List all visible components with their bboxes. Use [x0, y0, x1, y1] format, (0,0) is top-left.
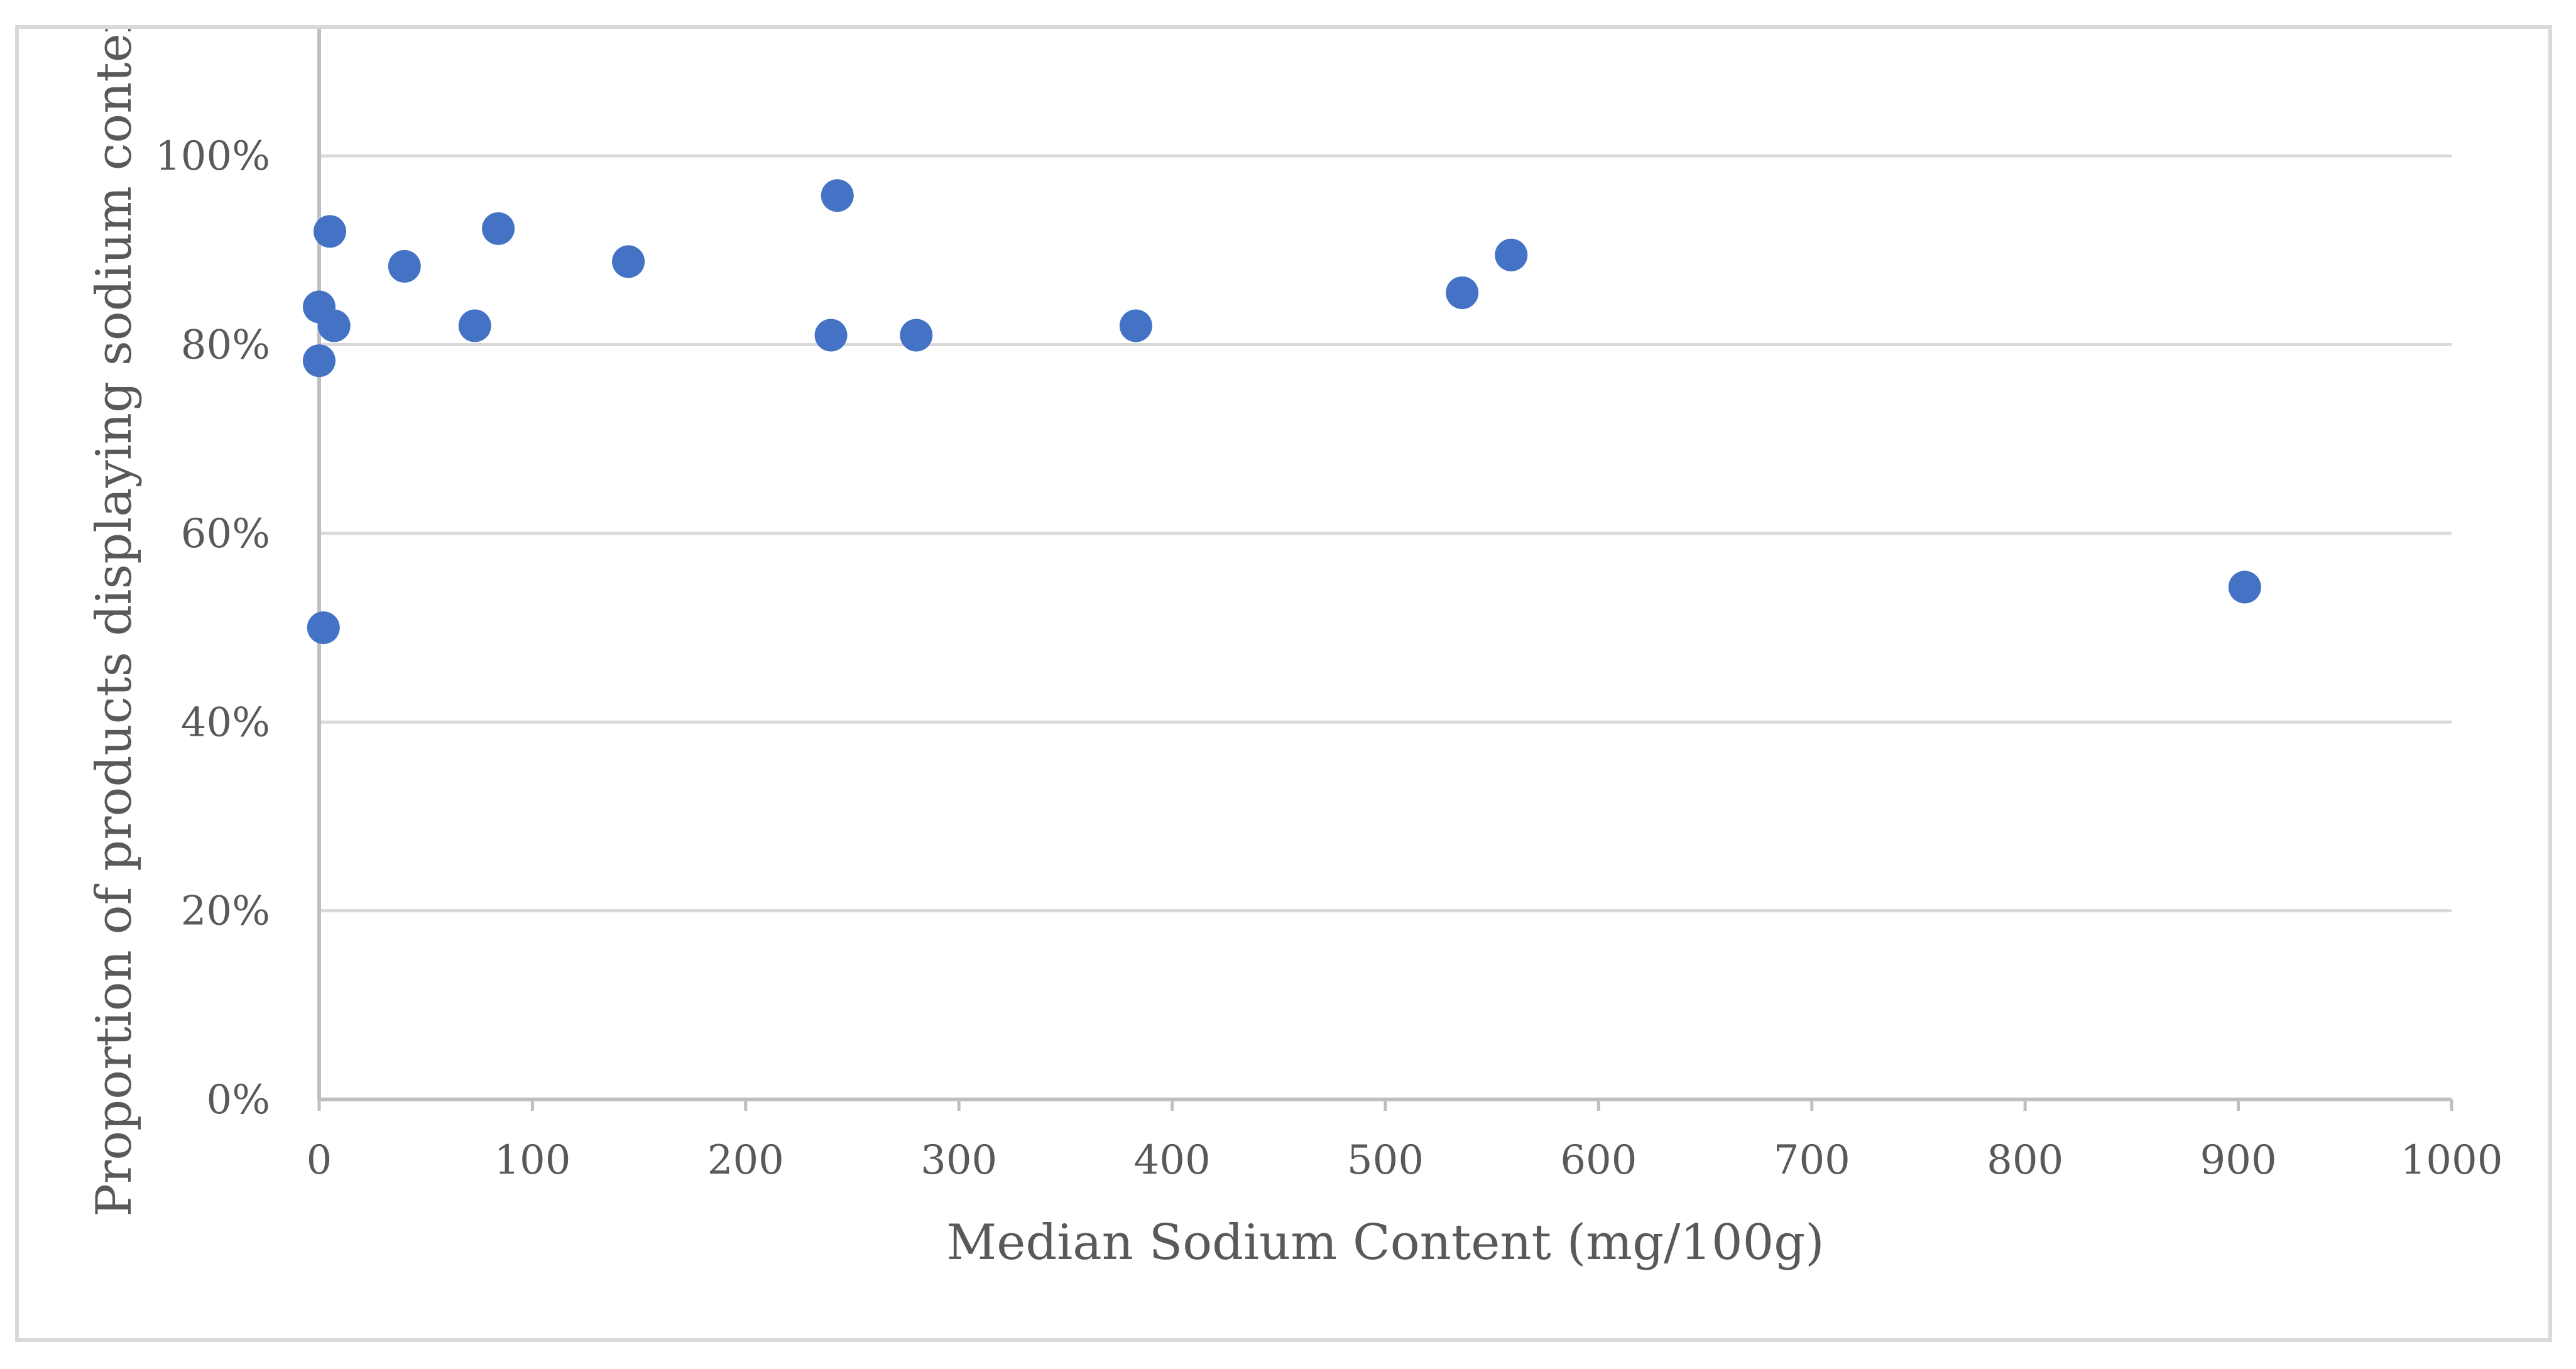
x-tick-label: 500: [1347, 1137, 1424, 1184]
data-point: [458, 309, 491, 342]
data-point: [303, 344, 336, 378]
scatter-chart: 0 100 200 300 400 500 600 700 800 900 1000 0% 20% 40…: [86, 29, 2503, 1271]
y-tick-labels: 0% 20% 40% 60% 80% 100%: [155, 133, 270, 1123]
data-point: [482, 212, 515, 245]
y-tick-label: 20%: [181, 888, 270, 935]
x-tick-label: 200: [707, 1137, 784, 1184]
y-tick-label: 40%: [181, 699, 270, 746]
x-axis-title: Median Sodium Content (mg/100g): [946, 1214, 1824, 1271]
x-tick-label: 700: [1774, 1137, 1850, 1184]
axes: [317, 29, 2453, 1111]
y-tick-label: 80%: [181, 322, 270, 369]
x-tick-label: 100: [494, 1137, 570, 1184]
y-tick-label: 100%: [155, 133, 270, 180]
y-axis-title: Proportion of products displaying sodium…: [86, 29, 143, 1217]
data-point: [612, 245, 645, 278]
x-tick-label: 300: [920, 1137, 997, 1184]
x-tick-label: 1000: [2401, 1137, 2503, 1184]
data-points: [303, 179, 2261, 645]
chart-frame: 0 100 200 300 400 500 600 700 800 900 1000 0% 20% 40…: [15, 25, 2552, 1342]
x-tick-label: 400: [1134, 1137, 1211, 1184]
data-point: [900, 319, 933, 352]
x-tick-label: 800: [1987, 1137, 2063, 1184]
data-point: [1446, 276, 1479, 309]
y-tick-label: 0%: [206, 1077, 270, 1123]
y-tick-label: 60%: [181, 511, 270, 557]
data-point: [313, 215, 346, 248]
data-point: [814, 319, 848, 352]
data-point: [317, 309, 351, 342]
data-point: [307, 611, 340, 645]
data-point: [821, 179, 854, 212]
x-tick-label: 900: [2200, 1137, 2277, 1184]
x-tick-label: 0: [307, 1137, 332, 1184]
gridlines: [319, 154, 2452, 913]
data-point: [2228, 570, 2261, 604]
data-point: [1495, 238, 1528, 271]
data-point: [388, 249, 421, 283]
x-tick-labels: 0 100 200 300 400 500 600 700 800 900 1000: [307, 1137, 2503, 1184]
data-point: [1119, 309, 1152, 342]
x-tick-label: 600: [1560, 1137, 1637, 1184]
